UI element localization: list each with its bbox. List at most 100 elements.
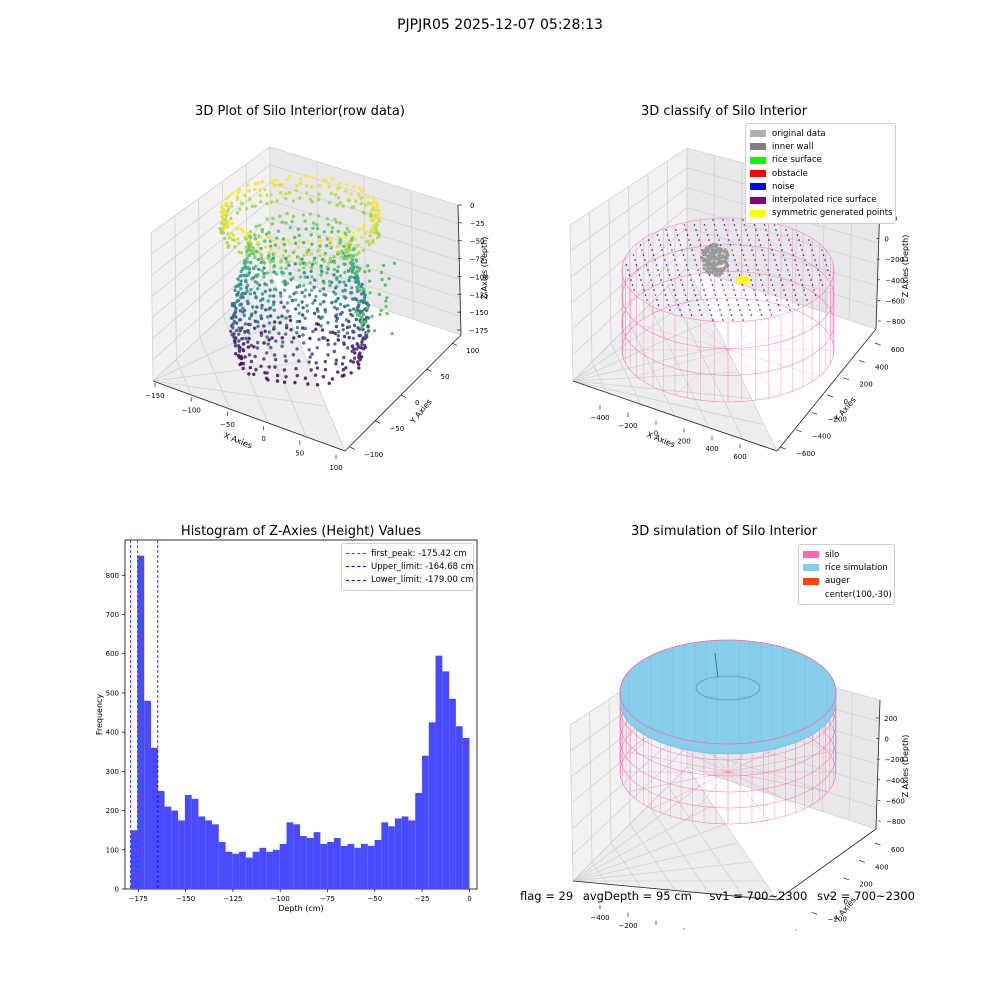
y-tick-label: 700 <box>106 611 119 619</box>
surface-point <box>814 294 817 296</box>
data-point <box>349 255 353 259</box>
surface-point <box>646 299 648 301</box>
data-point <box>283 354 287 358</box>
surface-point <box>689 309 691 311</box>
data-point <box>226 207 231 212</box>
data-point <box>334 362 338 366</box>
surface-point <box>748 239 750 241</box>
y-tick <box>843 877 850 881</box>
histogram-bar <box>354 847 362 889</box>
data-point <box>724 250 728 254</box>
y-axis-line <box>344 334 462 452</box>
data-point <box>708 258 712 262</box>
surface-point <box>726 234 729 236</box>
data-point <box>285 211 289 216</box>
surface-point <box>814 259 816 261</box>
legend-label: inner wall <box>772 141 814 152</box>
surface-point <box>737 304 740 306</box>
data-point <box>310 242 314 246</box>
surface-point <box>667 304 670 306</box>
data-point <box>313 373 318 377</box>
surface-point <box>801 284 804 286</box>
data-point <box>265 193 269 197</box>
legend-entry: Upper_limit: -164.68 cm <box>346 560 474 573</box>
data-point <box>285 301 290 305</box>
data-point <box>239 287 243 291</box>
legend-entry: original data <box>750 127 889 140</box>
data-point <box>260 303 264 308</box>
data-point <box>259 253 264 257</box>
data-point <box>290 340 294 344</box>
data-point <box>303 316 307 320</box>
surface-point <box>678 274 681 276</box>
data-point <box>360 189 364 193</box>
data-point <box>292 249 297 253</box>
histogram-bar <box>184 794 192 889</box>
data-point <box>706 245 711 249</box>
data-point <box>322 300 326 304</box>
z-tick-label: −600 <box>886 297 905 305</box>
y-tick <box>426 368 432 372</box>
data-point <box>272 294 276 298</box>
data-point <box>265 335 269 339</box>
data-point <box>332 290 336 294</box>
data-point <box>275 379 280 383</box>
data-point <box>349 261 353 265</box>
surface-point <box>761 249 763 251</box>
silo-wire <box>686 771 729 821</box>
data-point <box>282 288 287 292</box>
data-point <box>376 209 380 213</box>
data-point <box>258 188 262 192</box>
data-point <box>357 353 361 357</box>
surface-point <box>659 244 662 246</box>
data-point <box>380 277 384 282</box>
data-point <box>233 309 238 313</box>
surface-point <box>687 269 689 271</box>
data-point <box>234 352 238 356</box>
histogram-bar <box>340 845 348 889</box>
data-point <box>349 291 354 295</box>
data-point <box>713 248 717 253</box>
data-point <box>255 249 259 254</box>
histogram-bar <box>157 790 165 889</box>
data-point <box>269 193 273 197</box>
surface-point <box>650 279 652 281</box>
surface-point <box>747 269 749 271</box>
z-tick-label: 0 <box>470 202 474 210</box>
data-point <box>254 368 258 372</box>
data-point <box>236 344 241 348</box>
data-point <box>257 283 262 287</box>
surface-point <box>766 299 768 301</box>
x-tick-label: 400 <box>705 445 718 453</box>
surface-point <box>771 249 773 251</box>
data-point <box>354 347 359 351</box>
data-point <box>226 205 230 209</box>
data-point <box>297 359 301 363</box>
data-point <box>243 193 247 198</box>
data-point <box>244 278 248 282</box>
surface-point <box>776 299 778 301</box>
y-axis-label: Y Axies <box>408 397 434 426</box>
surface-point <box>679 244 682 246</box>
data-point <box>262 271 266 276</box>
surface-point <box>701 284 704 286</box>
data-point <box>313 256 317 260</box>
data-point <box>247 331 251 335</box>
data-point <box>271 216 275 221</box>
data-point <box>263 245 268 249</box>
data-point <box>703 252 707 256</box>
x-tick-label: −50 <box>220 421 235 429</box>
data-point <box>381 263 386 268</box>
histogram-bar <box>327 841 334 889</box>
surface-point <box>676 299 678 301</box>
data-point <box>341 289 345 293</box>
surface-point <box>712 319 714 321</box>
histogram-bar <box>388 826 395 889</box>
data-point <box>294 307 298 311</box>
data-point <box>329 191 333 196</box>
data-point <box>702 257 706 261</box>
data-point <box>345 226 349 231</box>
data-point <box>323 368 328 372</box>
data-point <box>313 278 317 282</box>
surface-point <box>688 239 690 241</box>
